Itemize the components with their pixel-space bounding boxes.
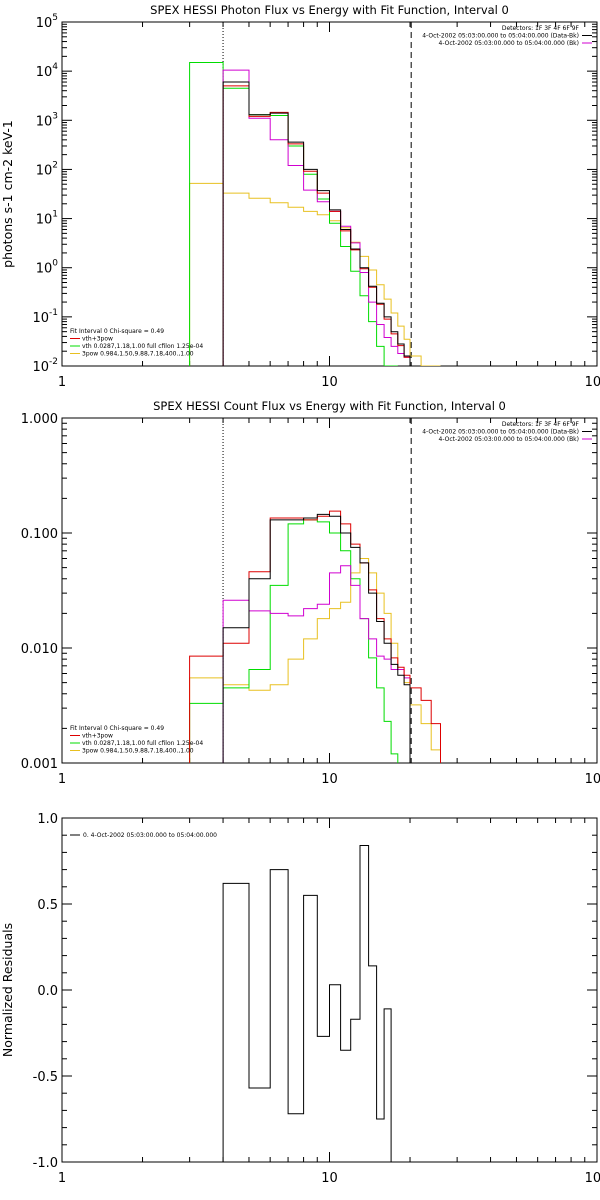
y-tick-label: -0.5 <box>33 1070 58 1085</box>
y-tick-label: 10-2 <box>32 357 58 375</box>
y-tick-label: 103 <box>36 111 58 129</box>
series-3pow <box>189 558 441 763</box>
chart-panel-count: SPEX HESSI Count Flux vs Energy with Fit… <box>21 399 600 787</box>
x-tick-label: 10 <box>321 1171 338 1186</box>
series-bk <box>222 565 411 763</box>
series-vth <box>189 62 398 366</box>
legend-bottom-left-text: vth 0.0287,1.18,1.00 full cfilon 1.25e-0… <box>82 343 203 350</box>
x-tick-label: 1 <box>58 772 66 787</box>
x-tick-label: 10 <box>321 772 338 787</box>
y-tick-label: 104 <box>36 62 59 80</box>
y-tick-base: 10 <box>36 65 53 80</box>
y-tick-exponent: 1 <box>52 210 58 220</box>
series-residuals <box>222 845 392 1162</box>
series-vth-3pow <box>222 85 411 366</box>
x-tick-label: 100 <box>585 772 600 787</box>
x-tick-label: 1 <box>58 375 66 390</box>
y-tick-label: 0.010 <box>21 642 58 657</box>
y-tick-label: 0.100 <box>21 527 58 542</box>
y-tick-label: 10-1 <box>32 308 58 326</box>
y-tick-base: 10 <box>32 311 49 326</box>
y-tick-label: 105 <box>36 13 58 31</box>
x-tick-label: 10 <box>321 375 338 390</box>
y-tick-label: -1.0 <box>33 1156 58 1171</box>
y-tick-exponent: 5 <box>52 13 58 23</box>
y-tick-exponent: 3 <box>52 111 58 121</box>
y-tick-label: 100 <box>36 259 59 277</box>
y-tick-label: 101 <box>36 210 58 228</box>
legend-bottom-left-text: vth+3pow <box>82 733 113 740</box>
x-tick-label: 1 <box>58 1171 66 1186</box>
legend-top-right-text: 4-Oct-2002 05:03:00.000 to 05:04:00.000 … <box>439 436 580 443</box>
y-tick-base: 10 <box>36 213 53 228</box>
y-tick-base: 10 <box>36 163 53 178</box>
y-tick-label: 0.001 <box>21 757 58 772</box>
y-tick-label: 0.5 <box>37 898 58 913</box>
y-tick-base: 10 <box>32 360 49 375</box>
chart-panel-photon: SPEX HESSI Photon Flux vs Energy with Fi… <box>0 3 600 390</box>
legend-bottom-left-text: 3pow 0.984,1.50,9.88,7.18,400.,1.00 <box>82 351 194 358</box>
legend-bottom-left-text: vth+3pow <box>82 336 113 343</box>
series-vth <box>189 519 399 763</box>
x-tick-label: 100 <box>585 375 600 390</box>
y-tick-label: 102 <box>36 160 58 178</box>
legend-top-right-text: Detectors: 1F 3F 4F 6F 9F <box>502 421 580 428</box>
y-tick-base: 10 <box>36 16 53 31</box>
y-axis-title: photons s-1 cm-2 keV-1 <box>0 120 15 268</box>
x-tick-label: 100 <box>585 1171 600 1186</box>
legend-bottom-left-text: vth 0.0287,1.18,1.00 full cfilon 1.25e-0… <box>82 740 203 747</box>
series-data-bk <box>222 513 411 763</box>
y-tick-exponent: 2 <box>52 160 58 170</box>
legend-bottom-left-text: Fit Interval 0 Chi-square = 0.49 <box>70 725 164 732</box>
legend-top-right-text: Detectors: 1F 3F 4F 6F 9F <box>502 25 580 32</box>
y-tick-exponent: -1 <box>49 308 58 318</box>
chart-title: SPEX HESSI Photon Flux vs Energy with Fi… <box>150 3 509 17</box>
legend-bottom-left-text: 3pow 0.984,1.50,9.88,7.18,400.,1.00 <box>82 748 194 755</box>
y-tick-exponent: -2 <box>49 357 58 367</box>
y-tick-label: 1.0 <box>37 812 58 827</box>
y-tick-label: 0.0 <box>37 984 58 999</box>
series-data-bk <box>222 81 411 366</box>
legend-top-right-text: 4-Oct-2002 05:03:00.000 to 05:04:00.000 … <box>439 40 580 47</box>
legend-top-right-text: 4-Oct-2002 05:03:00.000 to 05:04:00.000 … <box>422 33 579 40</box>
y-tick-exponent: 4 <box>52 62 58 72</box>
chart-title: SPEX HESSI Count Flux vs Energy with Fit… <box>153 399 506 413</box>
chart-panel-resid: 1 10 100 -1.0 -0.5 0.0 0.5 1.0 Normalized Residu… <box>0 812 600 1186</box>
y-tick-label: 1.000 <box>21 412 58 427</box>
y-axis-title: Normalized Residuals <box>0 923 15 1057</box>
series-vth-3pow <box>189 510 441 763</box>
y-tick-exponent: 0 <box>52 259 58 269</box>
series-3pow <box>189 182 441 366</box>
legend-bottom-left-text: Fit Interval 0 Chi-square = 0.49 <box>70 328 164 335</box>
y-tick-base: 10 <box>36 262 53 277</box>
legend-top-left-text: 0. 4-Oct-2002 05:03:00.000 to 05:04:00.0… <box>83 832 217 839</box>
legend-top-right-text: 4-Oct-2002 05:03:00.000 to 05:04:00.000 … <box>422 429 579 436</box>
y-tick-base: 10 <box>36 114 53 129</box>
